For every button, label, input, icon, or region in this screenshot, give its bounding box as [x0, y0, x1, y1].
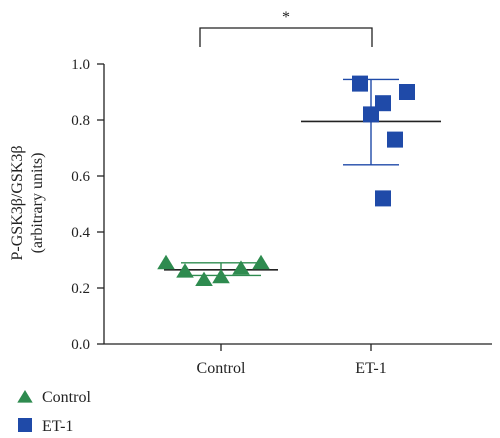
- y-tick-label-3: 0.6: [71, 169, 90, 185]
- point-1-5: [375, 190, 391, 207]
- point-1-2: [375, 95, 391, 112]
- x-category-label-0: Control: [197, 360, 246, 377]
- y-tick-label-0: 0.0: [71, 337, 90, 353]
- bracket-line: [199, 27, 373, 47]
- significance-star: *: [282, 9, 290, 26]
- point-0-1: [176, 263, 194, 278]
- data-points: [157, 75, 415, 286]
- y-tick-label-1: 0.2: [71, 281, 90, 297]
- point-1-3: [399, 84, 415, 100]
- legend-label-control: Control: [42, 389, 91, 406]
- y-axis-title-line1: P-GSK3β/GSK3β: [9, 146, 26, 261]
- point-0-3: [212, 268, 230, 284]
- error-bars: [164, 78, 441, 277]
- point-0-2: [195, 271, 213, 286]
- y-axis-title: P-GSK3β/GSK3β (arbitrary units): [9, 146, 46, 261]
- x-categories: Control ET-1: [197, 344, 387, 377]
- point-0-4: [232, 260, 250, 275]
- significance-bracket: *: [199, 9, 373, 47]
- point-1-4: [387, 131, 403, 148]
- legend-label-et1: ET-1: [42, 418, 73, 435]
- legend-markers: [17, 390, 33, 432]
- point-0-0: [157, 254, 175, 270]
- y-tick-label-2: 0.4: [71, 225, 90, 241]
- y-ticks: 0.0 0.2 0.4 0.6 0.8 1.0: [71, 57, 104, 353]
- y-tick-label-4: 0.8: [71, 113, 90, 129]
- x-category-label-1: ET-1: [355, 360, 386, 377]
- legend: Control ET-1: [17, 389, 91, 435]
- legend-marker-square: [18, 418, 32, 432]
- point-1-0: [352, 75, 368, 92]
- y-axis-title-line2: (arbitrary units): [29, 153, 46, 254]
- legend-marker-triangle: [17, 390, 33, 403]
- y-tick-label-5: 1.0: [71, 57, 90, 73]
- point-0-5: [252, 254, 270, 270]
